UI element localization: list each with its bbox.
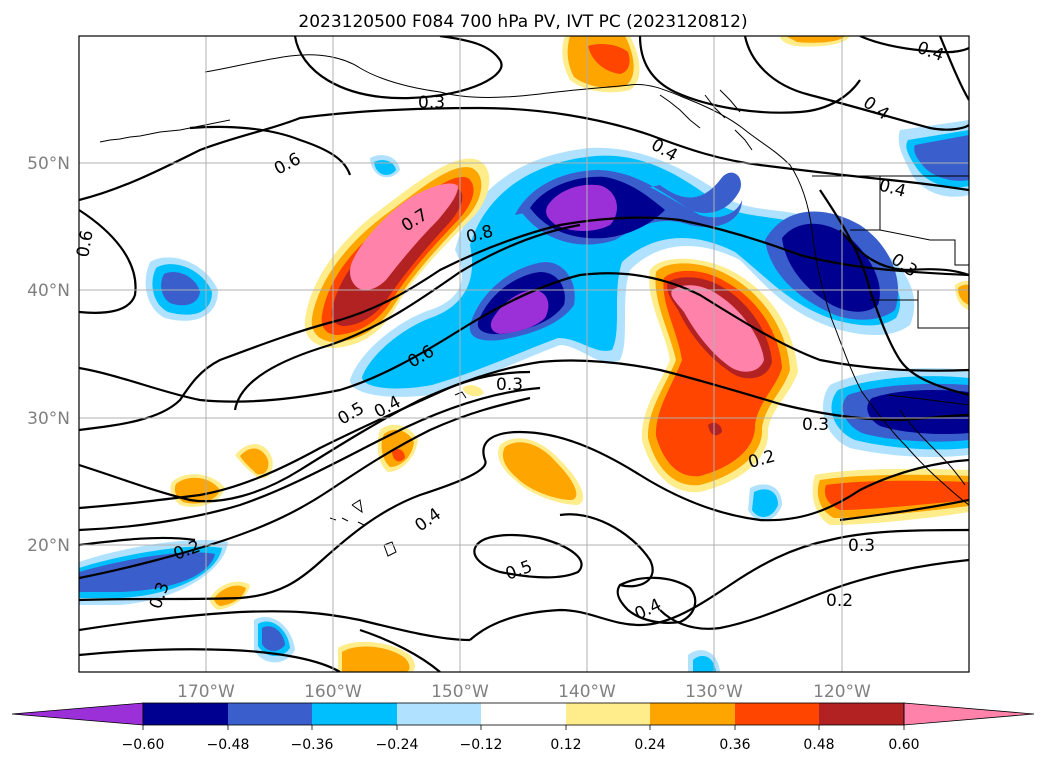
colorbar-segment (566, 703, 650, 725)
border-us-mexico (887, 394, 969, 406)
contour-line (659, 558, 969, 630)
colorbar-extend-min (11, 702, 144, 726)
contour-line (79, 216, 969, 432)
contour-line (293, 36, 503, 100)
lat-tick-label: 30°N (27, 409, 70, 429)
colorbar-tick-label: 0.36 (719, 737, 750, 753)
contour-line (819, 189, 969, 397)
map-frame (78, 35, 970, 673)
colorbar-tick-label: −0.36 (291, 737, 334, 753)
lat-tick-labels: 50°N 40°N 30°N 20°N (27, 154, 70, 556)
contour-line (638, 36, 861, 114)
contour-line (938, 36, 969, 101)
lon-tick-label: 170°W (177, 682, 235, 702)
contour-line (839, 229, 969, 277)
map-panel: 0.3 0.4 0.6 0.4 0.4 0.4 0.6 0.7 0.8 0.3 … (27, 35, 970, 702)
lat-tick-label: 50°N (27, 154, 70, 174)
contour-label: 0.6 (73, 229, 97, 259)
colorbar-tick-label: 0.12 (550, 737, 581, 753)
colorbar-tick-label: 0.48 (803, 737, 834, 753)
gridlines (79, 36, 969, 672)
figure-title: 2023120500 F084 700 hPa PV, IVT PC (2023… (298, 12, 747, 32)
coastline-aleutians (99, 119, 231, 143)
contour-line (79, 106, 969, 202)
lat-tick-label: 20°N (27, 536, 70, 556)
colorbar: −0.60 −0.48 −0.36 −0.24 −0.12 0.12 0.24 … (11, 702, 1035, 753)
lon-tick-label: 150°W (431, 682, 489, 702)
colorbar-tick-label: −0.48 (207, 737, 250, 753)
lat-tick-label: 40°N (27, 281, 70, 301)
contour-label: 0.3 (848, 536, 875, 556)
shade-pos-0.60 (350, 183, 764, 372)
colorbar-segment (228, 703, 312, 725)
coastline-baja (899, 409, 966, 486)
lon-tick-label: 130°W (685, 682, 743, 702)
contour-line (233, 223, 581, 411)
colorbar-segment (143, 703, 228, 725)
contour-line (79, 536, 196, 547)
lon-tick-labels: 170°W 160°W 150°W 140°W 130°W 120°W (177, 682, 871, 702)
contour-label: 0.3 (418, 93, 445, 113)
colorbar-extend-max (903, 702, 1035, 726)
contour-line (79, 370, 531, 510)
coastlines (99, 54, 969, 557)
contour-line (79, 459, 487, 602)
contour-line (469, 528, 969, 641)
contour-line (359, 628, 441, 672)
colorbar-segment (312, 703, 397, 725)
contour-label: 0.3 (496, 375, 523, 395)
colorbar-tick-label: −0.60 (122, 737, 165, 753)
contour-line (473, 533, 583, 579)
contour-line (743, 36, 969, 131)
coastline-midway (454, 375, 481, 399)
contour-label: 0.2 (826, 591, 853, 611)
border-us-states (850, 176, 969, 329)
colorbar-tick-label: −0.12 (460, 737, 503, 753)
colorbar-tick-label: 0.24 (634, 737, 665, 753)
contour-line (616, 576, 697, 624)
contour-line (189, 125, 352, 176)
colorbar-tick-label: −0.24 (376, 737, 419, 753)
contour-line (79, 209, 137, 314)
colorbar-frame (142, 702, 905, 726)
colorbar-segment (735, 703, 819, 725)
coastline-bc-islands (659, 89, 753, 151)
colorbar-tick-label: 0.60 (888, 737, 919, 753)
contour-line (482, 430, 969, 522)
contour-line (79, 610, 471, 642)
contour-line (79, 272, 969, 403)
colorbar-segment (397, 703, 481, 725)
contour-line (79, 386, 541, 532)
contour-line (859, 36, 969, 54)
colorbar-tick-labels: −0.60 −0.48 −0.36 −0.24 −0.12 0.12 0.24 … (122, 737, 920, 753)
lon-tick-label: 160°W (304, 682, 362, 702)
contour-line (839, 498, 969, 522)
contour-label: 0.3 (802, 415, 829, 435)
colorbar-segment (481, 703, 566, 725)
colorbar-segment (819, 703, 904, 725)
contour-line (79, 648, 341, 672)
colorbar-ticks (142, 725, 905, 730)
coastline-alaska (204, 54, 969, 506)
colorbar-segment (650, 703, 735, 725)
contour-line (559, 513, 654, 588)
lon-tick-label: 120°W (813, 682, 871, 702)
lon-tick-label: 140°W (558, 682, 616, 702)
